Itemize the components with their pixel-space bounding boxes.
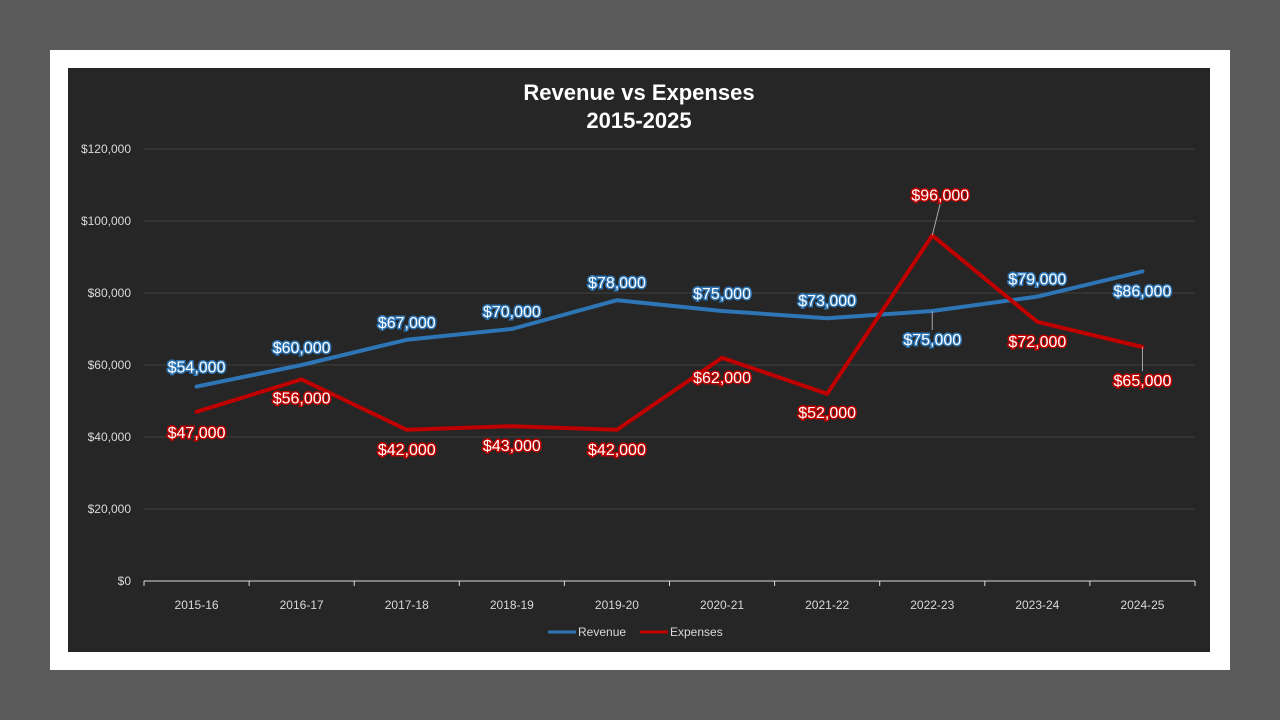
x-tick-label: 2022-23 (910, 598, 954, 612)
y-tick-label: $40,000 (88, 430, 132, 444)
x-tick-label: 2017-18 (385, 598, 429, 612)
x-tick-label: 2016-17 (280, 598, 324, 612)
expenses-line (194, 233, 1145, 432)
revenue-data-label: $60,000 (273, 340, 331, 357)
y-tick-label: $60,000 (88, 358, 132, 372)
chart-area (68, 68, 1210, 652)
expenses-data-label: $52,000 (798, 405, 856, 422)
expenses-data-label: $65,000 (1114, 373, 1172, 390)
x-tick-label: 2020-21 (700, 598, 744, 612)
expenses-data-label: $72,000 (1008, 334, 1066, 351)
y-tick-label: $120,000 (81, 142, 131, 156)
chart-subtitle: 2015-2025 (586, 108, 692, 133)
revenue-data-label: $86,000 (1114, 283, 1172, 300)
revenue-line (194, 269, 1145, 389)
expenses-data-label: $47,000 (168, 425, 226, 442)
revenue-data-label: $75,000 (903, 332, 961, 349)
x-tick-label: 2024-25 (1120, 598, 1164, 612)
x-tick-label: 2019-20 (595, 598, 639, 612)
x-tick-label: 2018-19 (490, 598, 534, 612)
y-tick-label: $0 (118, 574, 132, 588)
expenses-data-label: $56,000 (273, 390, 331, 407)
revenue-data-label: $54,000 (168, 360, 226, 377)
revenue-data-label: $70,000 (483, 304, 541, 321)
expenses-data-label: $62,000 (693, 370, 751, 387)
expenses-data-label: $43,000 (483, 438, 541, 455)
expenses-data-label: $42,000 (588, 442, 646, 459)
x-tick-label: 2021-22 (805, 598, 849, 612)
chart-title: Revenue vs Expenses (523, 80, 755, 105)
y-tick-label: $20,000 (88, 502, 132, 516)
legend-label-revenue: Revenue (578, 625, 626, 639)
revenue-data-label: $78,000 (588, 275, 646, 292)
revenue-data-label: $73,000 (798, 293, 856, 310)
x-tick-label: 2015-16 (175, 598, 219, 612)
leader-line (931, 203, 941, 236)
revenue-data-label: $75,000 (693, 286, 751, 303)
expenses-data-label: $96,000 (911, 187, 969, 204)
x-tick-label: 2023-24 (1015, 598, 1059, 612)
y-tick-label: $80,000 (88, 286, 132, 300)
legend-label-expenses: Expenses (670, 625, 723, 639)
expenses-data-label: $42,000 (378, 442, 436, 459)
revenue-data-label: $79,000 (1008, 272, 1066, 289)
y-tick-label: $100,000 (81, 214, 131, 228)
revenue-data-label: $67,000 (378, 315, 436, 332)
